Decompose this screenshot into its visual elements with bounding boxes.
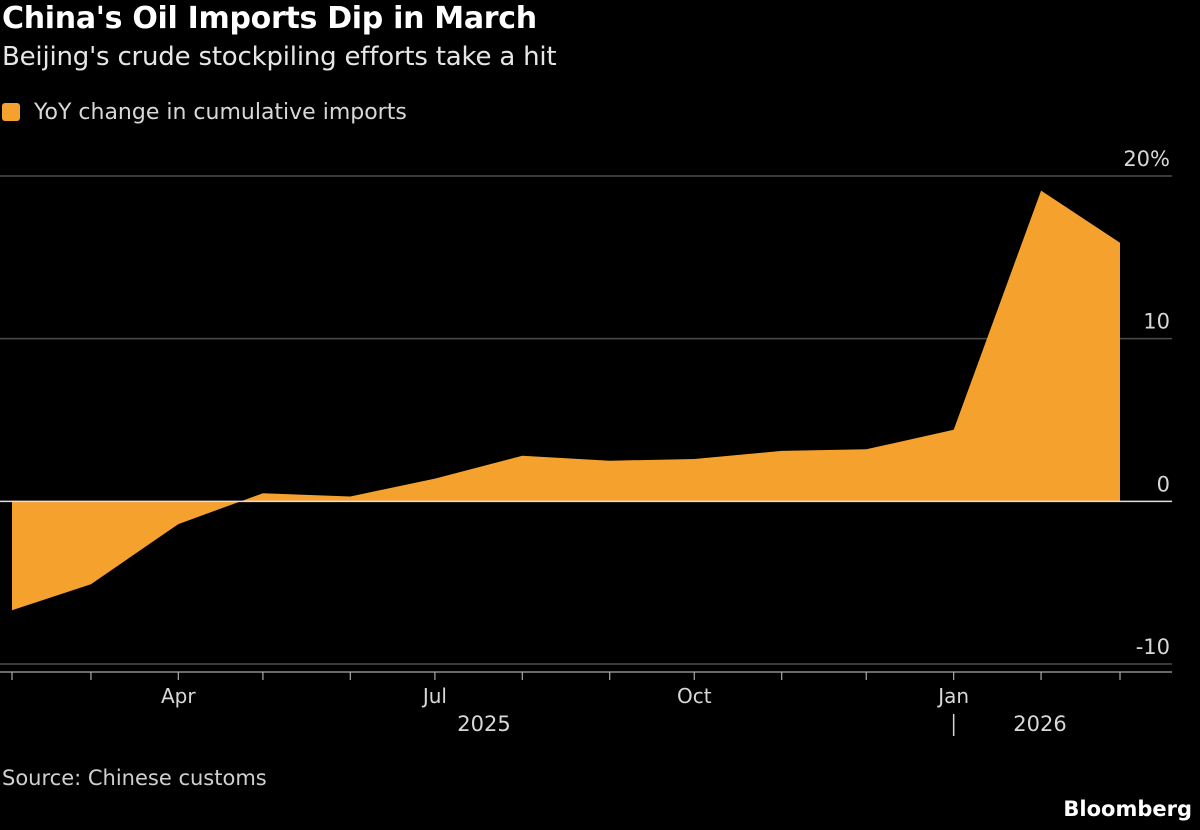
y-tick-label: 10 <box>1143 310 1170 334</box>
legend-swatch <box>2 103 20 121</box>
x-month-label: Jan <box>936 684 969 708</box>
source-note: Source: Chinese customs <box>2 766 267 790</box>
y-tick-label: 0 <box>1157 472 1170 496</box>
legend-label: YoY change in cumulative imports <box>34 99 407 125</box>
y-tick-label: 20% <box>1123 147 1170 171</box>
chart-subtitle: Beijing's crude stockpiling efforts take… <box>2 42 557 72</box>
bloomberg-logo: Bloomberg <box>1063 797 1192 821</box>
x-year-label: 2025 <box>457 712 510 736</box>
chart-title: China's Oil Imports Dip in March <box>2 1 537 36</box>
x-month-label: Oct <box>677 684 712 708</box>
y-tick-label: -10 <box>1136 635 1170 659</box>
x-year-label: 2026 <box>1013 712 1066 736</box>
x-month-label: Jul <box>421 684 447 708</box>
series-area <box>12 190 1120 611</box>
x-month-label: Apr <box>161 684 196 708</box>
chart-legend: YoY change in cumulative imports <box>2 97 407 127</box>
